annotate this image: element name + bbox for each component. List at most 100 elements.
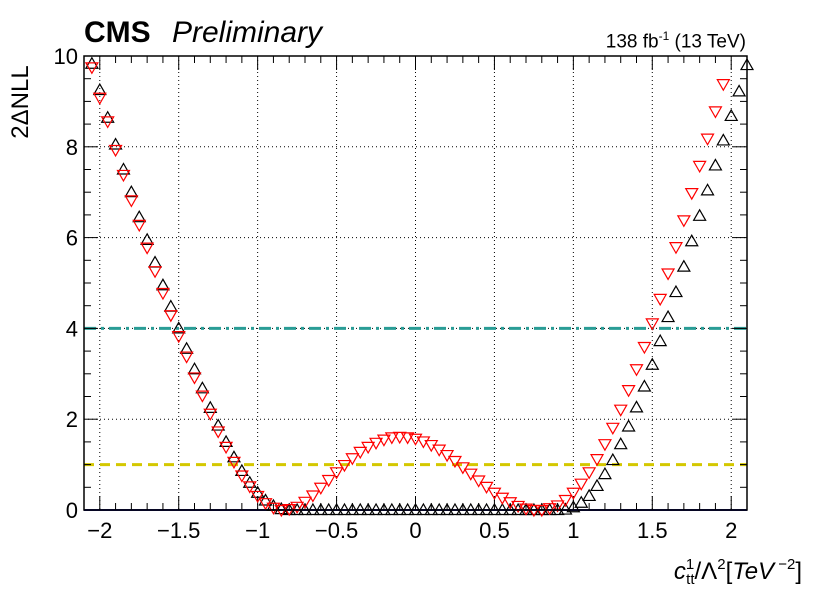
- data-point-down: [353, 446, 368, 460]
- data-point-down: [226, 456, 241, 470]
- data-point-down: [290, 501, 305, 515]
- luminosity-label: 138 fb-1 (13 TeV): [606, 29, 746, 53]
- data-point-up: [211, 418, 226, 431]
- data-point-down: [668, 242, 683, 255]
- data-point-down: [211, 426, 226, 439]
- data-point-down: [361, 441, 376, 455]
- data-point-down: [345, 453, 360, 466]
- y-tick-label: 8: [66, 135, 78, 160]
- data-point-up: [108, 137, 123, 150]
- data-point-down: [187, 372, 202, 385]
- data-point-up: [716, 133, 731, 146]
- y-tick-label: 0: [66, 498, 78, 523]
- x-axis-label-bracket-open: [: [725, 558, 733, 585]
- data-point-up: [274, 501, 289, 515]
- data-point-down: [558, 494, 573, 508]
- data-point-down: [163, 310, 178, 323]
- x-axis-label-sup1: 1: [685, 556, 695, 573]
- data-point-up: [124, 184, 139, 198]
- data-point-down: [613, 404, 628, 417]
- data-point-down: [653, 293, 668, 307]
- data-point-down: [447, 455, 462, 469]
- data-point-down: [242, 481, 257, 494]
- data-point-down: [621, 385, 636, 398]
- data-point-down: [479, 481, 494, 495]
- x-axis-label-c: c: [673, 558, 686, 585]
- data-point-down: [574, 478, 589, 491]
- data-point-down: [305, 490, 320, 503]
- y-tick-label: 4: [66, 316, 78, 341]
- data-point-down: [384, 432, 399, 445]
- data-point-down: [203, 408, 218, 421]
- data-point-down: [321, 474, 336, 488]
- data-point-up: [219, 434, 234, 447]
- y-tick-label: 6: [66, 226, 78, 251]
- data-point-down: [716, 79, 731, 92]
- data-point-down: [369, 437, 384, 451]
- data-point-down: [108, 144, 123, 158]
- data-point-up: [155, 278, 170, 291]
- x-axis-label-unit: TeV: [732, 558, 775, 585]
- data-point-up: [195, 381, 210, 394]
- data-point-down: [297, 496, 313, 510]
- x-tick-label: −2: [87, 518, 112, 543]
- data-point-up: [582, 488, 597, 502]
- data-point-up: [605, 452, 620, 466]
- data-point-up: [140, 232, 155, 245]
- data-point-down: [258, 498, 273, 511]
- data-point-up: [637, 379, 652, 392]
- x-tick-label: −1: [245, 518, 270, 543]
- data-point-down: [234, 470, 249, 483]
- data-point-down: [92, 92, 107, 105]
- data-point-down: [132, 219, 147, 233]
- x-axis-label: c1tt/Λ2[TeV −2]: [674, 556, 802, 588]
- data-point-down: [605, 422, 620, 436]
- data-point-up: [732, 84, 747, 97]
- data-point-up: [132, 209, 147, 223]
- status-label: Preliminary: [172, 16, 323, 49]
- experiment-label: CMS: [84, 16, 151, 49]
- data-point-down: [195, 390, 210, 403]
- data-point-up: [621, 419, 636, 432]
- data-point-up: [234, 463, 249, 477]
- data-point-down: [155, 287, 170, 301]
- data-point-up: [566, 500, 581, 513]
- data-point-up: [258, 493, 273, 506]
- data-point-down: [463, 468, 478, 481]
- data-point-up: [148, 255, 163, 268]
- data-point-down: [550, 500, 565, 513]
- x-tick-label: 2: [725, 518, 737, 543]
- data-point-up: [661, 309, 676, 323]
- x-axis-label-sub: tt: [686, 571, 695, 588]
- data-point-up: [692, 208, 707, 221]
- data-point-up: [187, 362, 202, 375]
- data-point-down: [684, 188, 699, 201]
- y-tick-label: 10: [54, 44, 78, 69]
- data-point-up: [708, 158, 723, 171]
- plot-frame: [83, 55, 748, 511]
- y-axis-label-text: 2ΔNLL: [7, 65, 34, 139]
- data-point-up: [684, 234, 699, 247]
- data-point-down: [124, 195, 139, 208]
- x-axis-label-sup2: 2: [717, 556, 726, 573]
- data-point-down: [645, 318, 660, 331]
- x-tick-label: 1: [567, 518, 579, 543]
- data-point-up: [590, 478, 605, 492]
- y-tick-label: 2: [66, 407, 78, 432]
- data-point-down: [637, 341, 652, 355]
- data-point-down: [542, 503, 557, 516]
- data-point-down: [440, 449, 455, 463]
- data-point-down: [84, 62, 99, 75]
- x-axis-label-bracket-close: ]: [795, 558, 802, 585]
- data-point-down: [250, 490, 265, 504]
- data-point-down: [661, 268, 676, 281]
- data-point-down: [171, 331, 186, 344]
- data-point-down: [313, 482, 328, 495]
- x-tick-label: 0.5: [479, 518, 510, 543]
- data-point-up: [92, 82, 107, 96]
- data-point-down: [100, 116, 115, 129]
- x-tick-label: −1.5: [157, 518, 200, 543]
- data-point-down: [329, 467, 344, 480]
- y-axis-label: 2ΔNLL: [2, 42, 40, 162]
